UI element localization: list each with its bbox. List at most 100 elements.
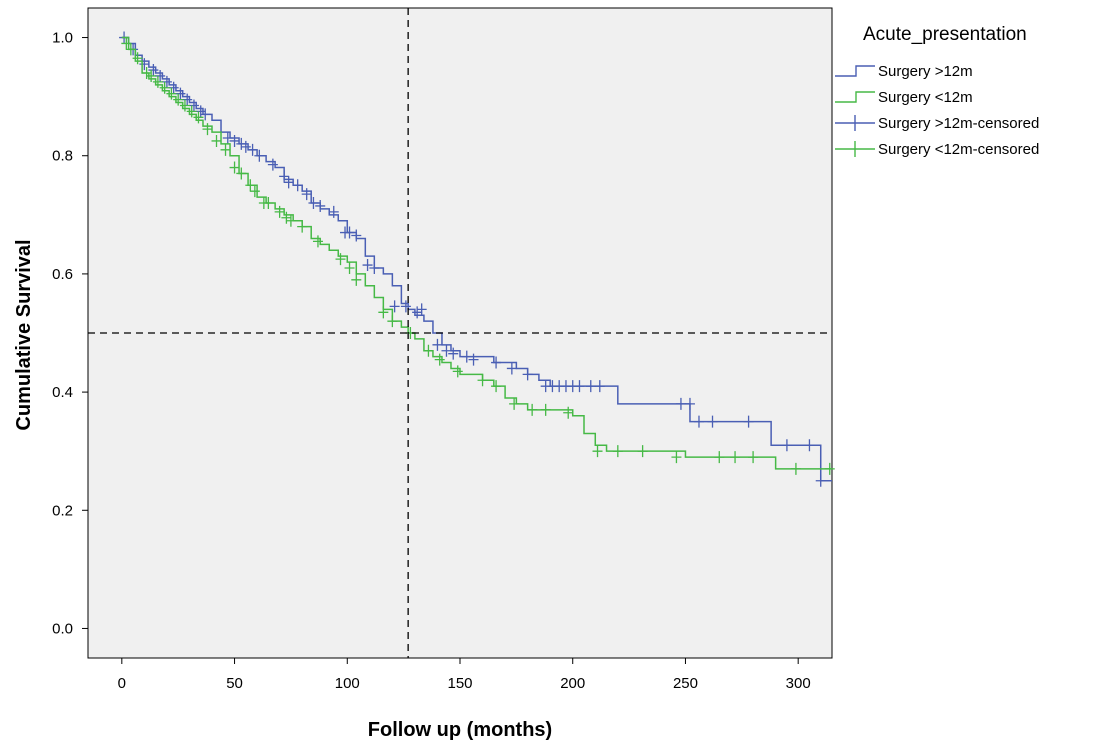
censor-mark-surgery-12m [229,134,240,147]
censor-mark-surgery-12m [283,176,294,189]
censor-mark-surgery-12m [335,253,346,266]
x-tick-label: 300 [786,675,811,692]
censor-mark-surgery-12m [179,99,190,112]
legend: Surgery >12m Surgery <12m Surgery >12m-cen… [835,63,1039,158]
censor-mark-surgery-12m [125,43,136,56]
censor-mark-surgery-12m [285,214,296,227]
y-axis-title: Cumulative Survival [13,239,35,430]
censor-mark-surgery-12m [279,170,290,183]
censor-mark-surgery-12m [506,362,517,375]
legend-label: Surgery >12m [878,63,973,80]
censor-mark-surgery-12m [202,123,213,136]
censor-mark-surgery-12m [400,300,411,313]
y-tick-label: 0.6 [52,266,73,283]
censor-mark-surgery-12m [236,137,247,150]
censor-mark-surgery-12m [193,111,204,124]
censor-mark-surgery-12m [671,451,682,464]
censor-mark-surgery-12m [441,344,452,357]
censor-mark-surgery-12m [240,140,251,153]
censor-mark-surgery-12m [166,87,177,100]
censor-mark-surgery-12m [378,306,389,319]
censor-mark-surgery-12m [263,197,274,209]
censor-mark-surgery-12m [637,445,648,458]
legend-item-surgery-12m: Surgery <12m [835,89,973,106]
censor-mark-surgery-12m [139,58,150,71]
censor-mark-surgery-12m [815,474,826,487]
censor-mark-surgery-12m [824,462,835,475]
censor-mark-surgery-12m [423,344,434,357]
censor-mark-surgery-12m [121,37,132,50]
censor-mark-surgery-12m [781,439,792,452]
legend-swatch [835,115,875,131]
censor-mark-surgery-12m [804,439,815,452]
reference-lines [88,8,832,658]
censor-mark-surgery-12m [707,415,718,428]
censor-mark-surgery-12m [211,134,222,147]
censor-mark-surgery-12m [308,197,319,209]
censor-mark-surgery-12m [175,87,186,100]
legend-swatch [835,65,875,77]
censor-mark-surgery-12m [173,93,184,106]
censor-mark-surgery-12m [195,105,206,118]
censor-mark-surgery-12m [389,300,400,313]
y-tick-label: 0.8 [52,148,73,165]
censor-mark-surgery-12m [222,132,233,144]
censor-mark-surgery-12m [188,99,199,112]
x-tick-label: 200 [560,675,585,692]
censor-mark-surgery-12m [292,179,303,192]
censor-mark-surgery-12m [220,143,231,156]
censor-mark-surgery-12m [344,226,355,239]
censor-mark-surgery-12m [448,347,459,360]
censor-mark-surgery-12m [714,451,725,464]
censor-mark-surgery-12m [790,462,801,475]
censor-mark-surgery-12m [594,380,605,393]
censor-mark-surgery-12m [351,273,362,286]
censor-mark-surgery-12m [155,69,166,82]
censor-mark-surgery-12m [477,374,488,387]
censor-mark-surgery-12m [434,353,445,366]
y-tick-label: 1.0 [52,30,73,47]
censor-mark-surgery-12m [527,403,538,416]
censor-mark-surgery-12m [161,75,172,88]
censor-mark-surgery-12m [245,179,256,192]
censor-mark-surgery-12m [312,235,323,248]
censor-mark-surgery-12m [281,211,292,224]
censor-mark-surgery-12m [297,220,308,233]
legend-label: Surgery <12m-censored [878,141,1039,158]
censor-mark-surgery-12m [592,445,603,458]
censor-mark-surgery-12m [301,188,312,201]
censor-mark-surgery-12m [328,205,339,218]
censor-mark-surgery-12m [693,415,704,428]
censor-mark-surgery-12m [432,338,443,351]
censor-mark-surgery-12m [362,259,373,272]
y-tick-label: 0.4 [52,384,73,401]
censor-mark-surgery-12m [236,167,247,180]
legend-label: Surgery >12m-censored [878,115,1039,132]
censor-mark-surgery-12m [748,451,759,464]
censor-mark-surgery-12m [141,67,152,79]
censor-mark-surgery-12m [200,108,211,121]
censor-mark-surgery-12m [574,380,585,393]
censor-mark-surgery-12m [132,52,143,65]
legend-label: Surgery <12m [878,89,973,106]
censor-mark-surgery-12m [522,368,533,381]
censor-mark-surgery-12m [461,350,472,363]
y-tick-label: 0.0 [52,620,73,637]
censor-mark-surgery-12m [168,81,179,94]
censor-mark-surgery-12m [152,75,163,88]
censor-mark-surgery-12m [743,415,754,428]
censor-mark-surgery-12m [412,306,423,319]
y-tick-label: 0.2 [52,502,73,519]
x-tick-label: 0 [118,675,126,692]
censor-mark-surgery-12m [468,353,479,366]
legend-item-surgery-12m-censored: Surgery >12m-censored [835,115,1039,132]
censor-mark-surgery-12m [247,143,258,156]
legend-swatch [835,91,875,103]
censor-mark-surgery-12m [351,229,362,242]
censor-mark-surgery-12m [491,380,502,393]
legend-swatch [835,141,875,157]
censor-mark-surgery-12m [182,93,193,106]
x-tick-label: 250 [673,675,698,692]
censor-mark-surgery-12m [509,397,520,410]
censor-mark-surgery-12m [315,199,326,212]
